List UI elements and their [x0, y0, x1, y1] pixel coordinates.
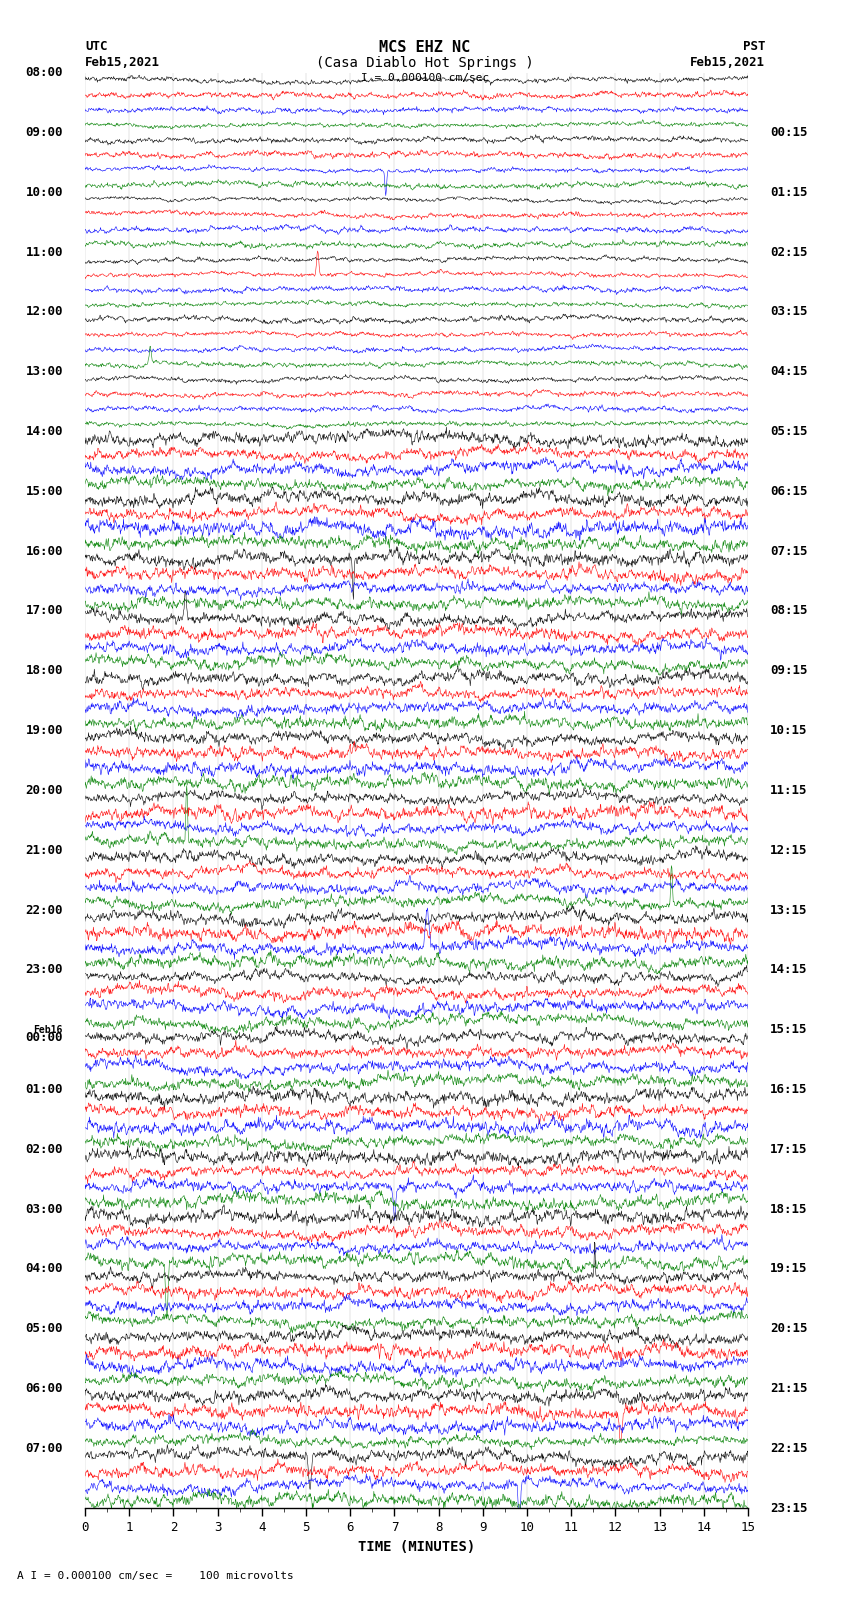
Text: 15:15: 15:15	[770, 1023, 808, 1036]
Text: 15:00: 15:00	[26, 486, 63, 498]
Text: 02:15: 02:15	[770, 245, 808, 258]
Text: 13:00: 13:00	[26, 365, 63, 377]
Text: Feb15,2021: Feb15,2021	[85, 56, 160, 69]
Text: 04:15: 04:15	[770, 365, 808, 377]
Text: 04:00: 04:00	[26, 1263, 63, 1276]
Text: 07:15: 07:15	[770, 545, 808, 558]
Text: 18:15: 18:15	[770, 1203, 808, 1216]
Text: 17:00: 17:00	[26, 605, 63, 618]
Text: 07:00: 07:00	[26, 1442, 63, 1455]
Text: 01:00: 01:00	[26, 1082, 63, 1095]
Text: 00:00: 00:00	[26, 1031, 63, 1044]
Text: 18:00: 18:00	[26, 665, 63, 677]
Text: 23:15: 23:15	[770, 1502, 808, 1515]
Text: 17:15: 17:15	[770, 1142, 808, 1157]
Text: 20:15: 20:15	[770, 1323, 808, 1336]
Text: 20:00: 20:00	[26, 784, 63, 797]
Text: 21:00: 21:00	[26, 844, 63, 857]
Text: 06:15: 06:15	[770, 486, 808, 498]
Text: 12:00: 12:00	[26, 305, 63, 318]
Text: Feb15,2021: Feb15,2021	[690, 56, 765, 69]
Text: 23:00: 23:00	[26, 963, 63, 976]
Text: Feb16: Feb16	[33, 1024, 63, 1034]
Text: 14:00: 14:00	[26, 424, 63, 439]
Text: 10:15: 10:15	[770, 724, 808, 737]
Text: 11:15: 11:15	[770, 784, 808, 797]
Text: 03:15: 03:15	[770, 305, 808, 318]
Text: 22:00: 22:00	[26, 903, 63, 916]
Text: 05:00: 05:00	[26, 1323, 63, 1336]
Text: 19:00: 19:00	[26, 724, 63, 737]
Text: 00:15: 00:15	[770, 126, 808, 139]
Text: 01:15: 01:15	[770, 185, 808, 198]
Text: I = 0.000100 cm/sec: I = 0.000100 cm/sec	[361, 73, 489, 82]
Text: 09:15: 09:15	[770, 665, 808, 677]
Text: 14:15: 14:15	[770, 963, 808, 976]
Text: 22:15: 22:15	[770, 1442, 808, 1455]
Text: 12:15: 12:15	[770, 844, 808, 857]
Text: 10:00: 10:00	[26, 185, 63, 198]
Text: A I = 0.000100 cm/sec =    100 microvolts: A I = 0.000100 cm/sec = 100 microvolts	[17, 1571, 294, 1581]
Text: 08:15: 08:15	[770, 605, 808, 618]
Text: 11:00: 11:00	[26, 245, 63, 258]
Text: 19:15: 19:15	[770, 1263, 808, 1276]
Text: UTC: UTC	[85, 40, 107, 53]
Text: 21:15: 21:15	[770, 1382, 808, 1395]
Text: (Casa Diablo Hot Springs ): (Casa Diablo Hot Springs )	[316, 56, 534, 71]
Text: 02:00: 02:00	[26, 1142, 63, 1157]
X-axis label: TIME (MINUTES): TIME (MINUTES)	[358, 1540, 475, 1553]
Text: MCS EHZ NC: MCS EHZ NC	[379, 40, 471, 55]
Text: 05:15: 05:15	[770, 424, 808, 439]
Text: 09:00: 09:00	[26, 126, 63, 139]
Text: 03:00: 03:00	[26, 1203, 63, 1216]
Text: PST: PST	[743, 40, 765, 53]
Text: 16:00: 16:00	[26, 545, 63, 558]
Text: 06:00: 06:00	[26, 1382, 63, 1395]
Text: 13:15: 13:15	[770, 903, 808, 916]
Text: 08:00: 08:00	[26, 66, 63, 79]
Text: 16:15: 16:15	[770, 1082, 808, 1095]
